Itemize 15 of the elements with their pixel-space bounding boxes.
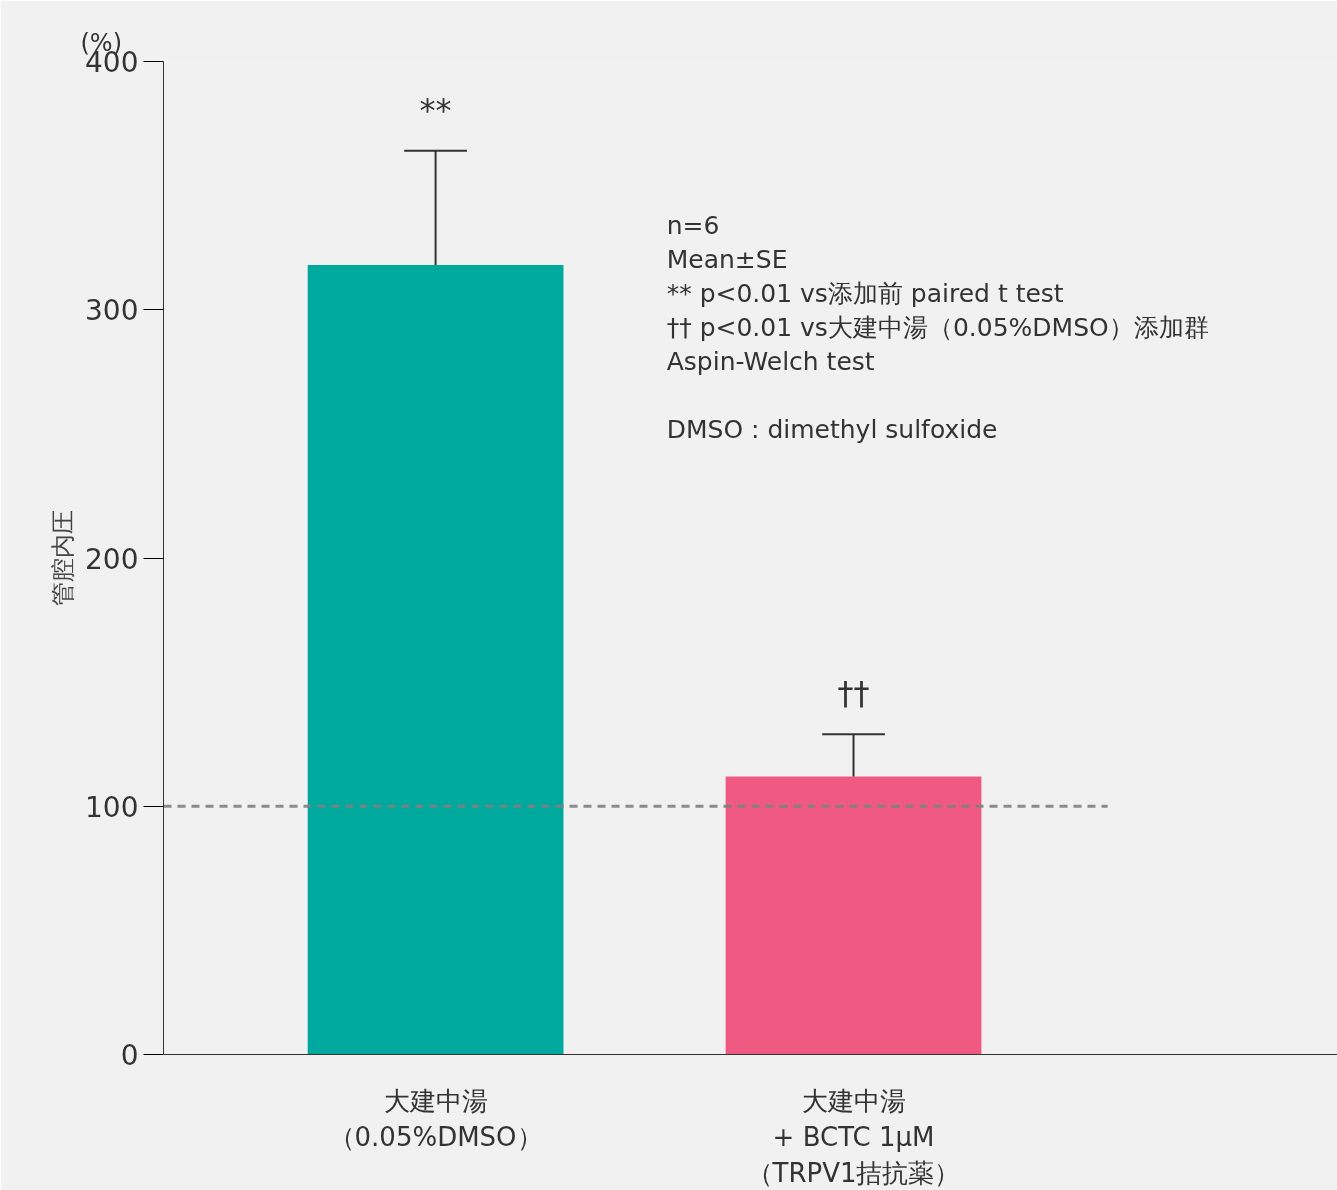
annotation: ** p<0.01 vs添加前 paired t test	[666, 278, 1064, 308]
annotation: †† p<0.01 vs大建中湯（0.05%DMSO）添加群	[666, 312, 1209, 342]
y-tick-label: 200	[85, 542, 139, 576]
annotation: ††	[837, 674, 870, 713]
annotation: Aspin-Welch test	[666, 346, 875, 376]
annotation: DMSO : dimethyl sulfoxide	[666, 414, 998, 444]
y-tick-label: 0	[120, 1039, 139, 1072]
annotation: **	[419, 90, 452, 129]
x-tick-label: 大建中湯（0.05%DMSO）	[328, 1085, 543, 1152]
annotation: Mean±SE	[666, 244, 788, 274]
y-axis-title: 管腔内圧	[49, 510, 78, 606]
y-tick-label: 300	[85, 294, 139, 328]
y-tick-label: 100	[85, 790, 139, 824]
x-tick-label: 大建中湯 + BCTC 1μM（TRPV1拮抗薬）	[746, 1085, 961, 1188]
annotation: n=6	[666, 210, 720, 240]
